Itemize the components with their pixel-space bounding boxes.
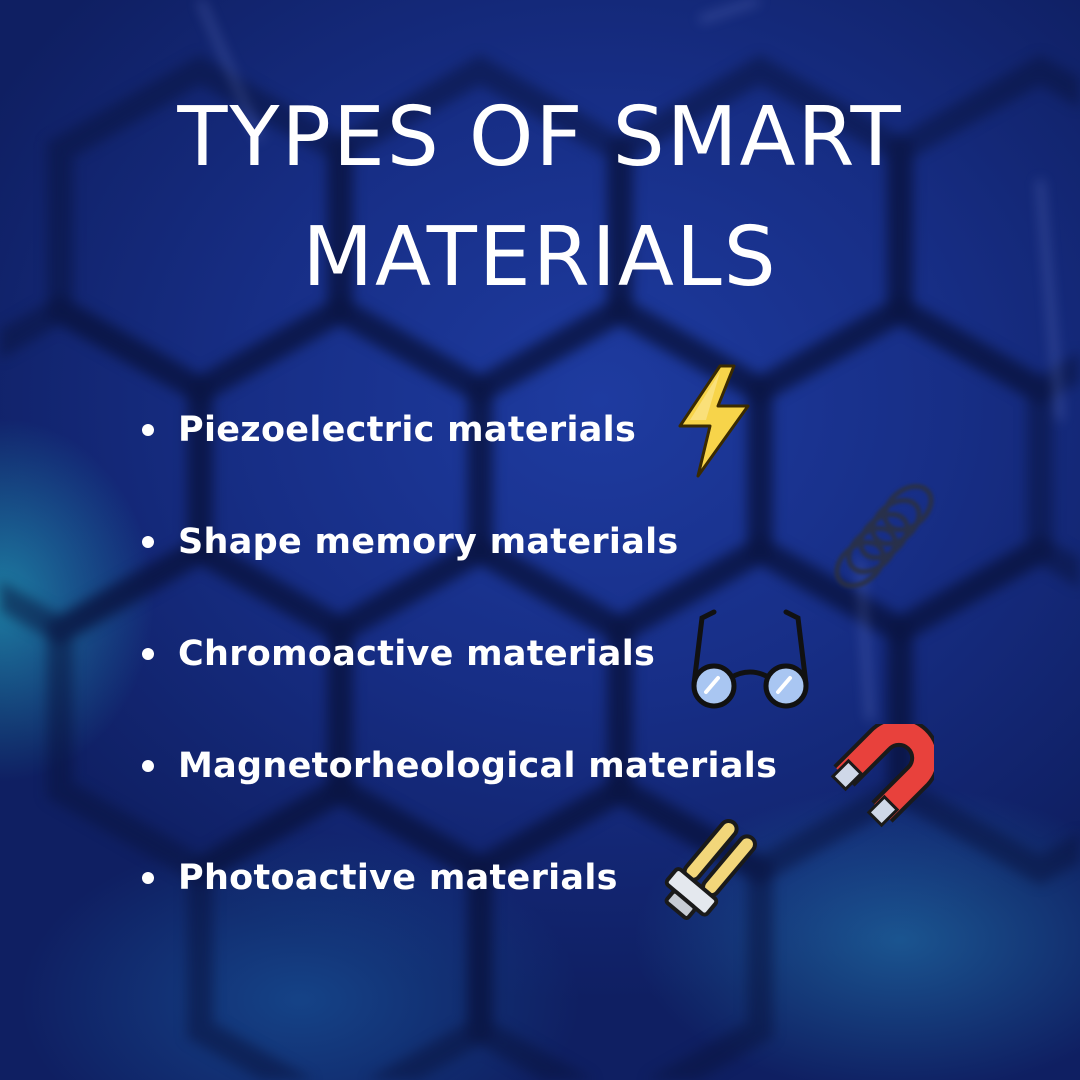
horseshoe-magnet-icon	[830, 724, 934, 828]
lightning-bolt-icon	[676, 364, 752, 480]
bullet-icon	[142, 424, 154, 436]
list-item-label: Photoactive materials	[178, 858, 618, 898]
list-item-label: Chromoactive materials	[178, 634, 656, 674]
list-item-piezoelectric: Piezoelectric materials	[142, 400, 636, 460]
list-item-magnetorheological: Magnetorheological materials	[142, 736, 777, 796]
bullet-icon	[142, 536, 154, 548]
list-item-chromoactive: Chromoactive materials	[142, 624, 655, 684]
bullet-icon	[142, 648, 154, 660]
page-title: TYPES OF SMART MATERIALS	[0, 78, 1080, 318]
bullet-icon	[142, 760, 154, 772]
list-item-shape-memory: Shape memory materials	[142, 512, 679, 572]
list-item-label: Magnetorheological materials	[178, 746, 778, 786]
spring-coil-icon	[816, 478, 946, 600]
list-item-label: Shape memory materials	[178, 522, 679, 562]
fluorescent-lamp-icon	[652, 818, 768, 934]
title-line-1: TYPES OF SMART	[177, 90, 903, 185]
list-item-label: Piezoelectric materials	[178, 410, 637, 450]
list-item-photoactive: Photoactive materials	[142, 848, 618, 908]
glasses-icon	[686, 606, 814, 714]
title-line-2: MATERIALS	[302, 210, 778, 305]
bullet-icon	[142, 872, 154, 884]
